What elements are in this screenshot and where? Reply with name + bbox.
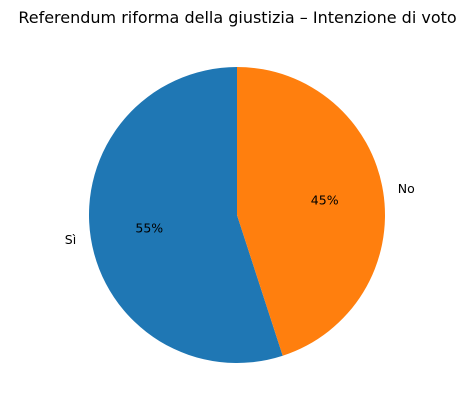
pie-slice-si — [89, 67, 283, 363]
pct-label-no: 45% — [311, 193, 339, 208]
category-label-si: Sì — [65, 232, 76, 247]
category-label-no: No — [398, 181, 415, 196]
chart-title: Referendum riforma della giustizia – Int… — [18, 8, 457, 27]
pie-slice-no — [237, 67, 386, 356]
pct-label-si: 55% — [135, 220, 163, 235]
